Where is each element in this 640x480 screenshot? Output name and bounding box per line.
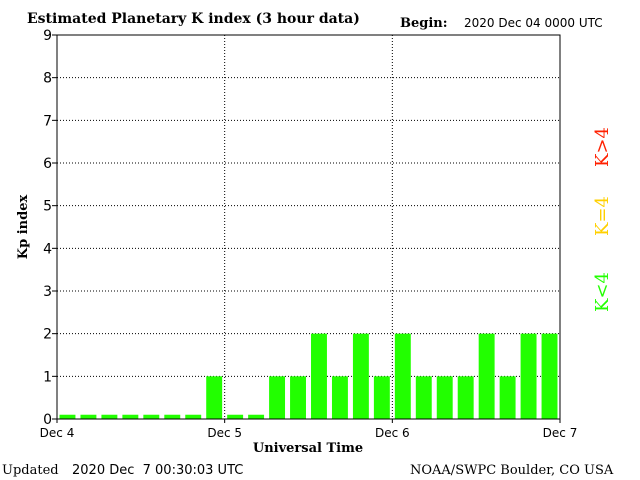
kp-bar (227, 414, 244, 419)
kp-bar (185, 414, 202, 419)
kp-bar (143, 414, 160, 419)
x-axis-label: Universal Time (253, 441, 363, 456)
x-tick-label: Dec 6 (375, 426, 410, 440)
kp-bar (436, 376, 453, 419)
updated-value: 2020 Dec 7 00:30:03 UTC (72, 463, 243, 478)
y-tick-label: 4 (43, 241, 52, 257)
chart-title: Estimated Planetary K index (3 hour data… (27, 11, 360, 27)
kp-bar (290, 376, 306, 419)
source-credit: NOAA/SWPC Boulder, CO USA (410, 463, 614, 478)
updated-label: Updated (2, 463, 59, 478)
kp-bar (331, 376, 348, 419)
kp-bar (248, 414, 265, 419)
kp-bar (59, 414, 76, 419)
y-tick-label: 6 (43, 156, 52, 172)
kp-bar (457, 376, 474, 419)
kp-bar (122, 414, 139, 419)
y-tick-label: 9 (43, 28, 52, 44)
y-tick-label: 2 (43, 327, 52, 343)
y-tick-label: 8 (43, 71, 52, 87)
y-tick-label: 1 (43, 369, 52, 385)
begin-value: 2020 Dec 04 0000 UTC (464, 16, 603, 30)
legend-k-less-4: K<4 (592, 272, 613, 312)
kp-bar (80, 414, 97, 419)
kp-bar (499, 376, 516, 419)
y-tick-label: 0 (43, 412, 52, 428)
kp-bar (101, 414, 118, 419)
begin-label: Begin: (400, 16, 448, 31)
kp-bar (415, 376, 432, 419)
plot-frame (56, 34, 561, 420)
x-tick-label: Dec 7 (543, 426, 578, 440)
legend-k-equal-4: K=4 (592, 196, 613, 236)
kp-bar (478, 333, 495, 419)
x-tick-label: Dec 5 (207, 426, 242, 440)
y-tick-label: 7 (43, 113, 52, 129)
kp-bar (352, 333, 369, 419)
x-tick-label: Dec 4 (40, 426, 75, 440)
kp-bar (206, 376, 223, 419)
kp-bar (269, 376, 286, 419)
y-tick-label: 5 (43, 199, 52, 215)
y-axis-label: Kp index (16, 195, 31, 260)
kp-bar (541, 333, 558, 419)
plot-area: 0 1 2 3 4 5 6 7 8 9 Dec 4 Dec 5 Dec 6 Dec 7 (40, 28, 578, 440)
kp-bar (394, 333, 411, 419)
kp-bar (520, 333, 537, 419)
y-tick-label: 3 (43, 284, 52, 300)
legend-k-greater-4: K>4 (592, 127, 613, 167)
kp-bar (164, 414, 181, 419)
kp-bar (311, 333, 327, 419)
kp-bar (373, 376, 390, 419)
